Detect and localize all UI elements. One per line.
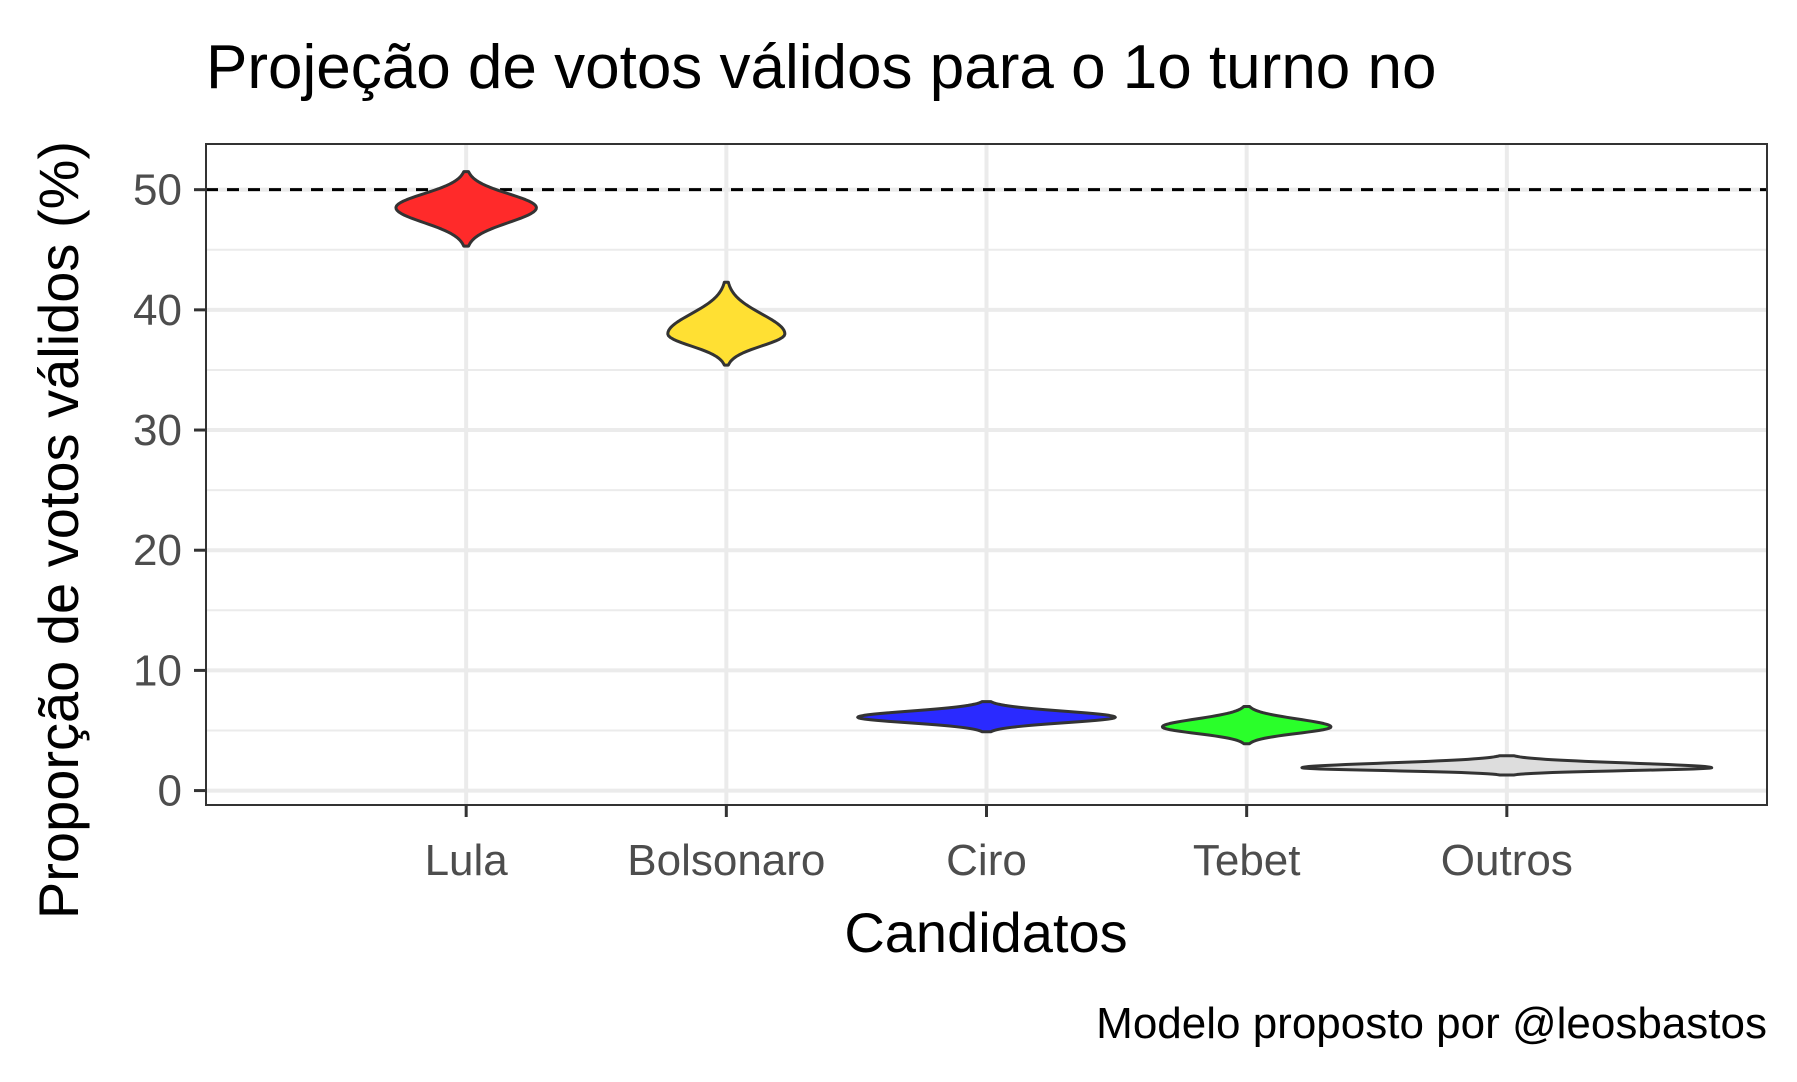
x-tick-label: Tebet — [1193, 836, 1301, 885]
violins — [394, 170, 1714, 777]
chart-title: Projeção de votos válidos para o 1o turn… — [206, 33, 1436, 102]
violin-outros — [1300, 754, 1714, 777]
violin-lula — [394, 170, 538, 248]
x-axis-title: Candidatos — [844, 901, 1127, 964]
x-tick-label: Lula — [425, 836, 509, 885]
violin-bolsonaro — [666, 280, 787, 367]
y-axis-title: Proporção de votos válidos (%) — [27, 141, 90, 919]
x-axis: Lula Bolsonaro Ciro Tebet Outros — [425, 805, 1573, 885]
y-tick-label: 40 — [133, 286, 182, 335]
y-axis: 0 10 20 30 40 50 — [133, 166, 206, 816]
x-tick-label: Ciro — [946, 836, 1027, 885]
y-tick-label: 50 — [133, 166, 182, 215]
chart-caption: Modelo proposto por @leosbastos — [1096, 999, 1767, 1048]
y-tick-label: 20 — [133, 526, 182, 575]
x-tick-label: Outros — [1441, 836, 1573, 885]
violin-ciro — [856, 700, 1117, 734]
violin-tebet — [1160, 704, 1333, 746]
y-tick-label: 10 — [133, 646, 182, 695]
y-tick-label: 0 — [158, 767, 182, 816]
y-tick-label: 30 — [133, 406, 182, 455]
x-tick-label: Bolsonaro — [627, 836, 825, 885]
